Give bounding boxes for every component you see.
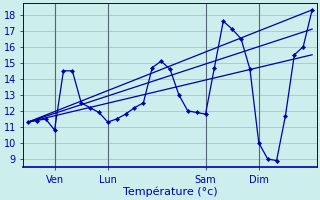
X-axis label: Température (°c): Température (°c) xyxy=(123,186,217,197)
